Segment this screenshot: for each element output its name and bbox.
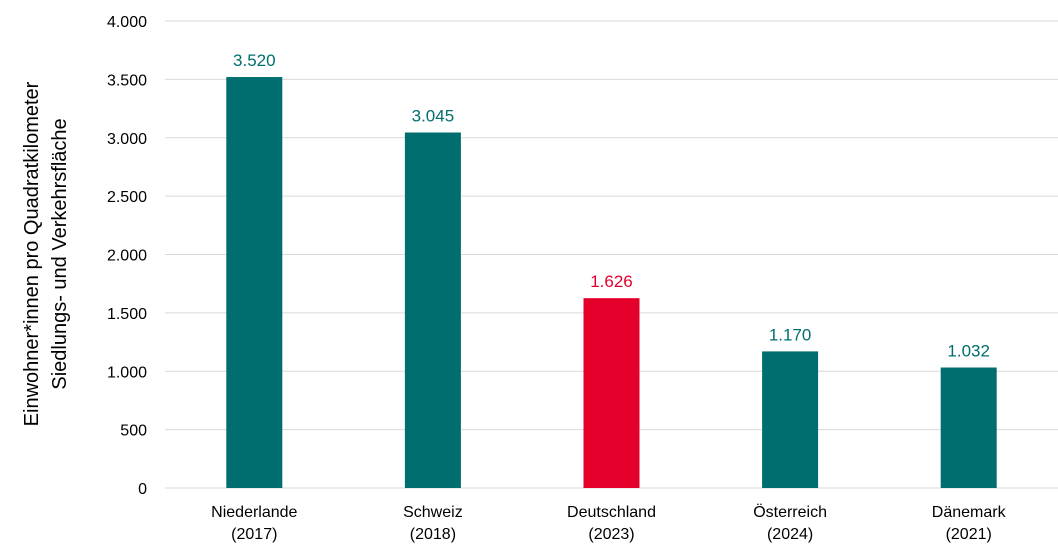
bar	[226, 77, 283, 488]
data-label: 1.032	[947, 342, 990, 361]
data-labels: 3.520 3.045 1.626 1.170 1.032	[233, 51, 990, 360]
y-tick-label: 2.000	[107, 248, 147, 265]
bar	[940, 367, 997, 488]
x-tick-label-year: (2018)	[410, 526, 456, 543]
x-tick-label: Niederlande	[211, 504, 297, 521]
x-tick-label-year: (2023)	[588, 526, 634, 543]
grid-lines	[165, 20, 1058, 489]
y-axis-title-line-2: Siedlungs- und Verkehrsfläche	[49, 118, 71, 389]
x-tick-label: Dänemark	[932, 504, 1007, 521]
data-label: 1.626	[590, 272, 633, 291]
y-tick-label: 1.500	[107, 306, 147, 323]
x-tick-label: Schweiz	[403, 504, 463, 521]
y-axis-title: Einwohner*innen pro Quadratkilometer Sie…	[21, 81, 71, 426]
y-tick-label: 3.000	[107, 131, 147, 148]
bar	[404, 132, 461, 488]
x-tick-label: Österreich	[753, 503, 827, 521]
y-tick-label: 500	[120, 423, 147, 440]
y-tick-label: 0	[138, 481, 147, 498]
bars	[226, 77, 997, 488]
bar	[583, 298, 640, 488]
y-tick-label: 3.500	[107, 72, 147, 89]
y-tick-label: 4.000	[107, 14, 147, 31]
bar	[762, 351, 819, 488]
y-tick-label: 1.000	[107, 364, 147, 381]
x-tick-label: Deutschland	[567, 504, 656, 521]
data-label: 3.045	[412, 106, 455, 125]
x-tick-label-year: (2017)	[231, 526, 277, 543]
x-tick-label-year: (2024)	[767, 526, 813, 543]
data-label: 1.170	[769, 325, 812, 344]
y-tick-label: 2.500	[107, 189, 147, 206]
y-axis-ticks: 0 500 1.000 1.500 2.000 2.500 3.000 3.500 4.000	[107, 14, 147, 498]
x-tick-label-year: (2021)	[946, 526, 992, 543]
x-axis-categories: Niederlande (2017) Schweiz (2018) Deutschlan…	[211, 503, 1006, 543]
y-axis-title-line-1: Einwohner*innen pro Quadratkilometer	[21, 81, 43, 426]
data-label: 3.520	[233, 51, 276, 70]
